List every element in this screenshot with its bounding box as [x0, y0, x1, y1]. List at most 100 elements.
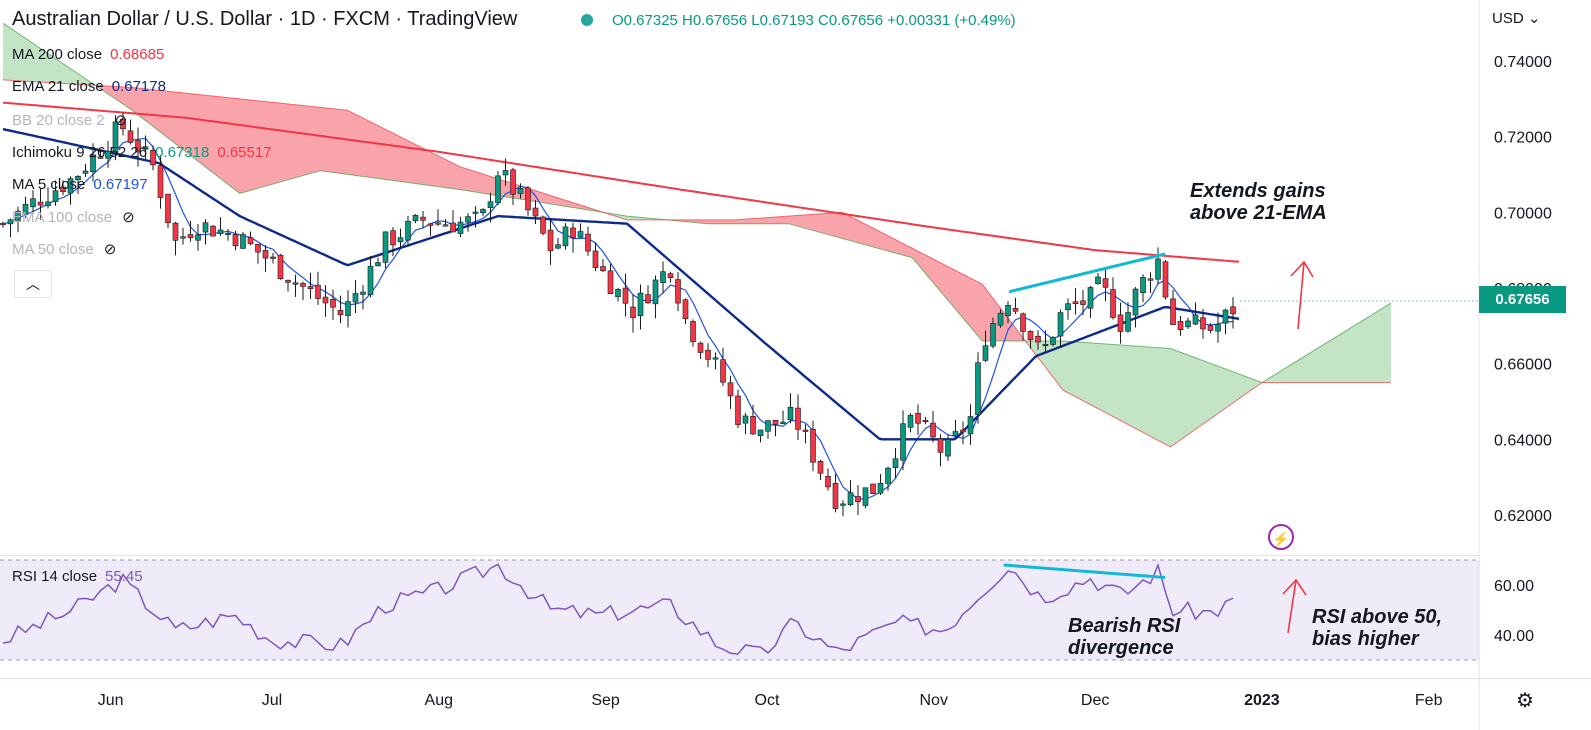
candle-down [690, 321, 696, 343]
legend-value: 0.67197 [93, 176, 148, 193]
axis-ticks: 0.740000.720000.700000.680000.660000.640… [98, 54, 1552, 709]
candle-down [645, 294, 651, 304]
candle-down [922, 420, 929, 423]
rsi-annotation-line1: Bearish RSI [1068, 615, 1181, 637]
market-status-dot [581, 14, 593, 26]
legend-ma50[interactable]: MA 50 close ⊘ [12, 240, 116, 258]
candle-up [487, 201, 494, 209]
candle-down [622, 287, 629, 304]
gear-icon[interactable]: ⚙ [1516, 690, 1534, 712]
candle-down [307, 286, 314, 289]
hidden-eye-icon[interactable]: ⊘ [103, 241, 117, 258]
candle-down [0, 222, 6, 226]
candle-up [1042, 344, 1049, 347]
candle-down [1080, 300, 1086, 305]
price-annotation-line2: above 21-EMA [1190, 202, 1327, 224]
candle-down [735, 395, 741, 425]
ma5-line [2, 137, 1234, 500]
candle-up [945, 439, 951, 457]
candle-down [37, 201, 44, 206]
candle-down [930, 422, 936, 438]
legend-ma5[interactable]: MA 5 close 0.67197 [12, 176, 148, 193]
rsi-divergence-annotation: Bearish RSI divergence [1068, 615, 1180, 659]
rsi-tick-label: 60.00 [1494, 578, 1534, 595]
candle-down [1012, 308, 1019, 312]
legend-value-2: 0.65517 [217, 144, 272, 161]
ema21-line [2, 127, 1240, 441]
hidden-eye-icon[interactable]: ⊘ [114, 112, 128, 129]
candle-down [1072, 301, 1079, 304]
candle-up [757, 429, 764, 436]
rsi-value: 55.45 [105, 568, 143, 585]
candles [0, 112, 1236, 517]
candle-down [600, 266, 606, 272]
candle-up [45, 201, 51, 206]
currency-selector[interactable]: USD ⌄ [1492, 9, 1540, 27]
candle-up [30, 198, 36, 208]
price-trendline [1008, 252, 1166, 294]
candle-up [562, 226, 569, 247]
ichimoku-cloud [2, 22, 1392, 448]
price-arrow-line [1297, 261, 1305, 330]
ma200-line [2, 101, 1240, 263]
hidden-eye-icon[interactable]: ⊘ [122, 209, 135, 226]
legend-label: EMA 100 close [12, 209, 113, 226]
candle-up [787, 406, 794, 421]
candle-up [405, 220, 411, 241]
candle-down [592, 250, 599, 268]
legend-bb20[interactable]: BB 20 close 2 ⊘ [12, 111, 127, 129]
price-tick-label: 0.70000 [1494, 205, 1552, 222]
candle-down [1102, 278, 1109, 288]
candle-up [435, 222, 441, 225]
candle-up [885, 467, 891, 484]
candle-up [660, 271, 666, 283]
candle-up [712, 357, 719, 360]
candle-up [907, 414, 914, 428]
legend-label: EMA 21 close [12, 78, 104, 95]
ichimoku-span-a [2, 22, 1392, 384]
time-tick-label: Jun [98, 692, 124, 709]
candle-down [870, 483, 876, 494]
candle-down [547, 229, 554, 252]
time-tick-label: 2023 [1244, 692, 1280, 709]
last-price-label: 0.67656 [1479, 286, 1566, 313]
legend-ema21[interactable]: EMA 21 close 0.67178 [12, 78, 166, 95]
collapse-legend-button[interactable]: ︿ [14, 270, 52, 298]
time-tick-label: Dec [1081, 692, 1109, 709]
candle-down [667, 273, 674, 278]
candle-up [967, 416, 974, 434]
symbol-title[interactable]: Australian Dollar / U.S. Dollar · 1D · F… [12, 8, 518, 30]
candle-down [1170, 298, 1176, 326]
candle-down [135, 140, 141, 153]
legend-ema100[interactable]: EMA 100 close ⊘ [12, 208, 135, 226]
rsi-arrow-line [1287, 579, 1297, 634]
ichimoku-cloud-bullish [1027, 303, 1391, 447]
candle-down [697, 342, 704, 353]
legend-ma200[interactable]: MA 200 close 0.68685 [12, 46, 164, 63]
candle-down [1207, 325, 1214, 331]
candle-down [270, 256, 276, 259]
candle-up [502, 170, 509, 176]
candle-down [510, 169, 516, 195]
candle-up [555, 244, 561, 249]
candle-down [97, 156, 104, 159]
candle-up [577, 231, 584, 238]
candle-down [1117, 314, 1124, 332]
candle-down [817, 460, 824, 474]
rsi-arrow-head [1282, 578, 1307, 596]
candle-down [390, 230, 396, 246]
candle-down [127, 130, 134, 143]
candle-up [495, 175, 501, 204]
rsi-legend[interactable]: RSI 14 close 55.45 [12, 568, 143, 585]
currency-label: USD [1492, 10, 1524, 27]
time-tick-label: Sep [591, 692, 620, 709]
candle-down [1177, 321, 1184, 330]
candle-up [877, 482, 884, 494]
rsi-line [2, 562, 1234, 655]
candle-up [952, 431, 959, 436]
candle-up [457, 221, 464, 234]
legend-ichimoku[interactable]: Ichimoku 9 26 52 26 0.67318 0.65517 [12, 144, 272, 161]
lightning-icon[interactable]: ⚡ [1268, 524, 1294, 550]
